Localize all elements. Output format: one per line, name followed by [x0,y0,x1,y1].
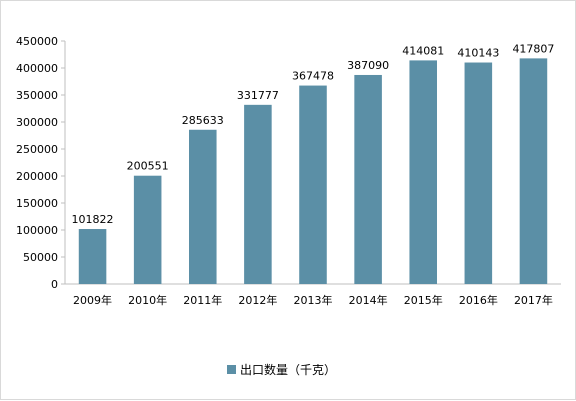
x-tick-label: 2013年 [294,293,333,307]
bar-series [78,58,548,285]
y-tick-label: 250000 [16,143,58,156]
data-label: 101822 [72,213,114,226]
bar [464,62,493,284]
x-tick-label: 2015年 [404,293,443,307]
data-labels: 101822 200551 285633 331777 367478 387090 4140… [72,42,555,226]
bar [244,104,272,284]
legend: 出口数量（千克） [227,362,336,377]
y-tick-label: 350000 [16,89,58,102]
legend-label: 出口数量（千克） [240,362,336,377]
y-tick-label: 100000 [16,224,58,237]
y-tick-label: 450000 [16,35,58,48]
y-tick-label: 50000 [23,251,58,264]
data-label: 367478 [292,70,334,83]
x-tick-label: 2012年 [238,293,277,307]
x-axis: 2009年 2010年 2011年 2012年 2013年 2014年 2015年 2016年… [65,283,561,307]
data-label: 410143 [457,47,499,60]
y-tick-label: 0 [51,278,58,291]
bar [189,129,217,284]
y-tick-label: 400000 [16,62,58,75]
x-tick-label: 2009年 [73,293,112,307]
x-tick-label: 2017年 [514,293,553,307]
x-tick-label: 2011年 [183,293,222,307]
data-label: 414081 [402,44,444,57]
y-tick-label: 200000 [16,170,58,183]
bar [354,74,382,284]
bar [78,229,107,284]
legend-swatch [227,365,236,374]
data-label: 331777 [237,89,279,102]
data-label: 200551 [127,160,169,173]
x-tick-label: 2016年 [459,293,498,307]
bar [299,85,327,284]
x-tick-label: 2010年 [128,293,167,307]
bar [133,175,162,284]
y-tick-label: 150000 [16,197,58,210]
y-tick-label: 300000 [16,116,58,129]
x-tick-label: 2014年 [349,293,388,307]
y-axis: 0 50000 100000 150000 200000 250000 300000 3500… [16,35,66,291]
data-label: 285633 [182,114,224,127]
bar [409,60,437,285]
bar [519,58,548,285]
data-label: 387090 [347,59,389,72]
data-label: 417807 [512,42,554,55]
